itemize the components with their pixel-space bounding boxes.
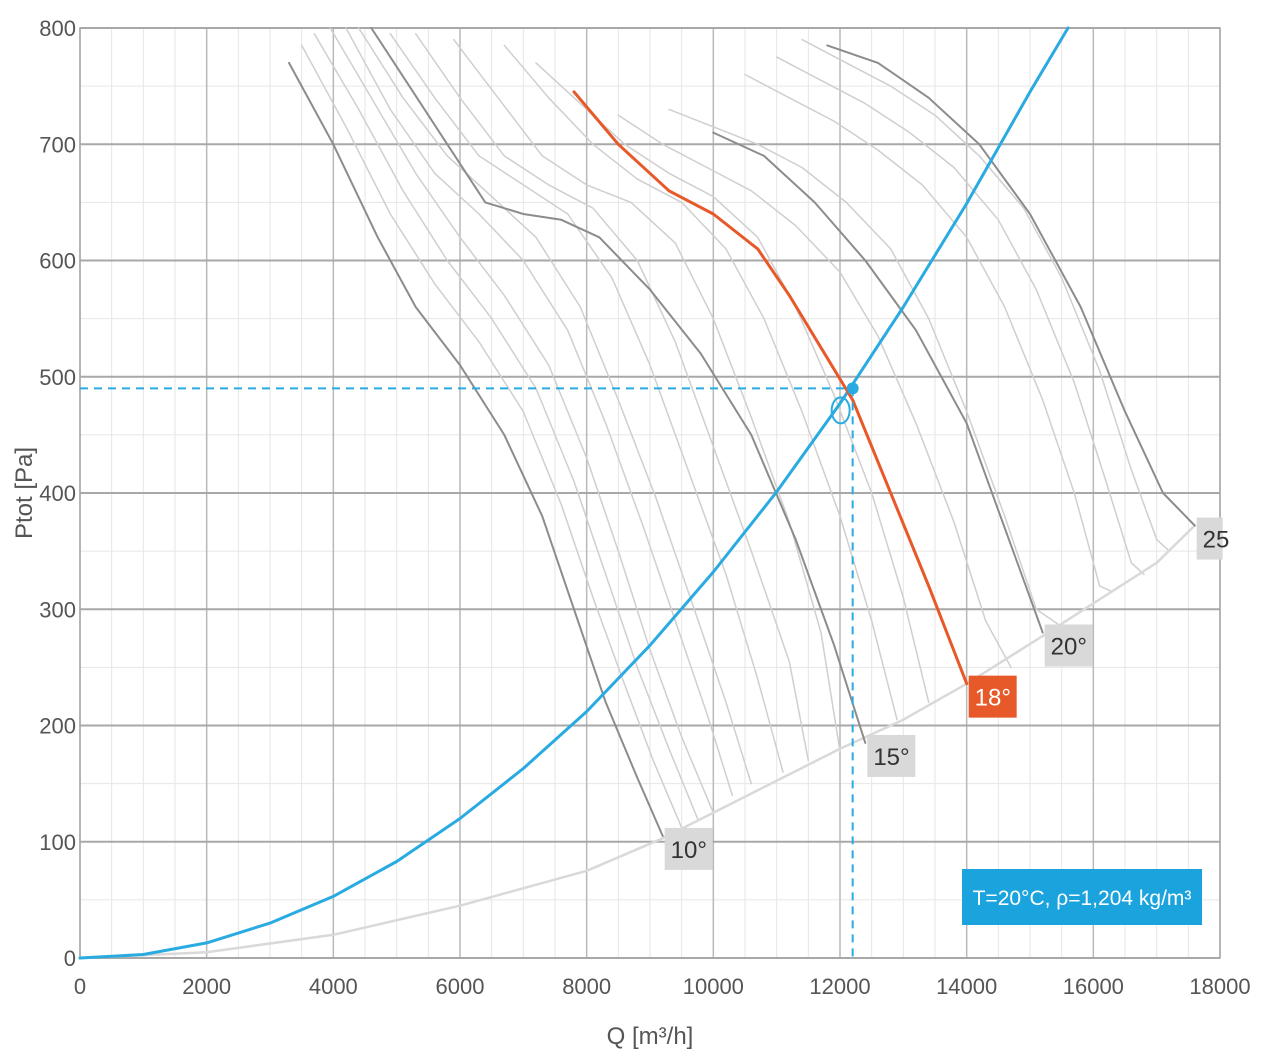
x-tick-label: 12000 (809, 974, 870, 999)
blade-curve-minor (744, 73, 1114, 593)
y-axis-title: Ptot [Pa] (11, 447, 38, 539)
blade-curve-minor (617, 114, 1012, 669)
blade-label-box (968, 675, 1017, 718)
operating-guides (80, 382, 859, 958)
x-tick-label: 2000 (182, 974, 231, 999)
curves-layer (78, 26, 1196, 960)
y-tick-label: 800 (39, 16, 76, 41)
y-tick-label: 700 (39, 132, 76, 157)
blade-curve-minor (503, 44, 898, 721)
tick-labels: 0 2000 4000 6000 8000 10000 12000 14000 16000 180… (39, 16, 1250, 999)
blade-label-text: 25 (1203, 527, 1230, 554)
x-tick-label: 4000 (309, 974, 358, 999)
y-tick-label: 500 (39, 365, 76, 390)
x-axis-title: Q [m³/h] (607, 1023, 694, 1050)
blade-curve-minor (452, 38, 841, 752)
blade-curve-minor (389, 33, 784, 773)
blade-curve-minor (345, 27, 734, 797)
x-tick-label: 14000 (936, 974, 997, 999)
blade-label-text: 20° (1051, 634, 1087, 661)
blade-curve-minor (300, 44, 683, 829)
operating-point (846, 382, 859, 395)
blade-curve-major (826, 44, 1196, 527)
blade-label-text: 15° (873, 744, 909, 771)
blade-curve-major (288, 61, 664, 837)
blade-curve-minor (801, 38, 1171, 552)
blade-label-text: 10° (671, 837, 707, 864)
conditions-annotation: T=20°C, ρ=1,204 kg/m³ (962, 869, 1202, 925)
x-tick-label: 0 (74, 974, 86, 999)
blade-curve-minor (357, 27, 753, 785)
y-tick-label: 400 (39, 481, 76, 506)
efficiency-marker (830, 396, 851, 425)
annotation-box (962, 869, 1202, 925)
x-tick-label: 18000 (1189, 974, 1250, 999)
blade-curve-minor (414, 33, 810, 762)
annotation-text: T=20°C, ρ=1,204 kg/m³ (973, 887, 1192, 910)
plot-frame (79, 27, 1221, 959)
blade-curve-minor (775, 56, 1145, 576)
blade-labels: 10° 15° 18° 20° 25 (664, 517, 1230, 870)
x-tick-label: 10000 (683, 974, 744, 999)
blade-curve-major (370, 27, 867, 744)
limit-curve (78, 524, 1196, 960)
blade-label-text: 18° (975, 685, 1011, 712)
blade-curve-minor (668, 108, 1063, 628)
y-tick-label: 0 (64, 946, 76, 971)
blade-curve-minor (313, 33, 699, 820)
blade-curve-minor (329, 27, 715, 814)
x-tick-label: 16000 (1063, 974, 1124, 999)
x-tick-label: 6000 (436, 974, 485, 999)
y-tick-label: 100 (39, 830, 76, 855)
blade-curve-minor (535, 62, 930, 704)
blade-curve-major (712, 131, 1044, 634)
x-tick-label: 8000 (562, 974, 611, 999)
blade-label-box (867, 734, 916, 777)
system-curve (78, 26, 1070, 960)
y-tick-label: 600 (39, 249, 76, 274)
blade-label-box (1196, 517, 1223, 560)
y-tick-label: 200 (39, 714, 76, 739)
blade-label-box (1044, 624, 1093, 667)
blade-curve-highlight (572, 90, 969, 686)
y-tick-label: 300 (39, 597, 76, 622)
blade-label-box (664, 827, 713, 870)
